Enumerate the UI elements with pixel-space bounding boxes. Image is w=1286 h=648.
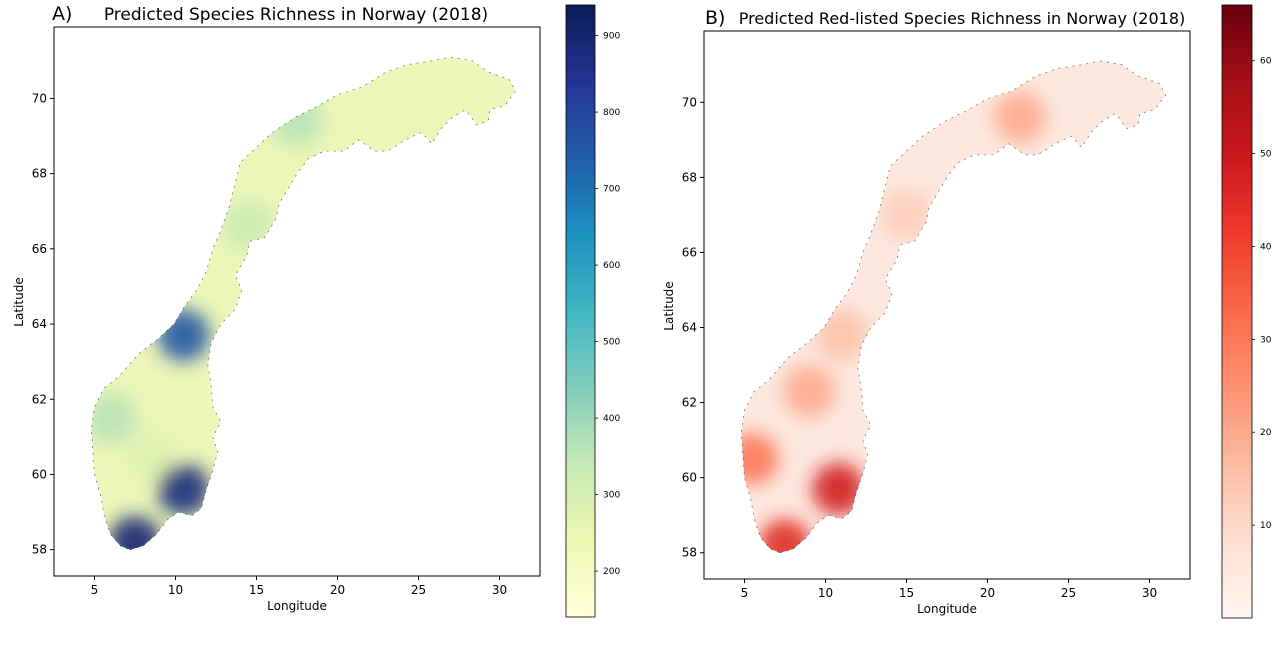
y-tick-label: 58 [32,543,47,557]
colorbar-tick-label: 900 [603,32,620,42]
region-oslofjord [812,462,865,515]
y-tick-label: 70 [682,95,697,109]
colorbar-tick-label: 10 [1260,521,1272,531]
colorbar-tick-label: 60 [1260,57,1272,67]
x-tick-label: 10 [818,586,833,600]
panel-label: A) [52,3,72,25]
norway-landmass [91,57,516,550]
panel-label: B) [705,7,725,29]
x-axis-label: Longitude [917,602,977,616]
y-tick-label: 58 [682,546,697,560]
colorbar-tick-label: 700 [603,185,620,195]
x-tick-label: 20 [980,586,995,600]
y-axis-label: Latitude [662,281,676,330]
y-tick-label: 64 [682,321,697,335]
x-tick-label: 25 [411,583,426,597]
y-axis-label: Latitude [12,277,26,326]
richness-field [741,91,1046,553]
y-tick-label: 60 [32,467,47,481]
region-oslofjord [157,463,210,516]
colorbar-ticks: 200 300 400 500 600 700 800 900 [595,32,620,577]
x-tick-label: 5 [91,583,99,597]
chart-title: Predicted Species Richness in Norway (20… [104,5,488,25]
panel-b: B) Predicted Red-listed Species Richness… [662,4,1272,619]
colorbar [1221,4,1253,619]
x-tick-label: 15 [249,583,264,597]
y-tick-label: 62 [32,392,47,406]
colorbar-tick-label: 500 [603,338,620,348]
coastline [90,56,517,551]
region-trondheim-region [815,309,868,362]
colorbar-tick-label: 600 [603,261,620,271]
x-tick-label: 5 [741,586,749,600]
region-troms-finnmark [993,91,1046,144]
region-western-coast [741,432,779,485]
coastline [740,60,1167,554]
map-heatmap [740,60,1167,554]
y-axis: 58 60 62 64 66 68 70 [682,95,704,560]
colorbar-tick-label: 200 [603,567,620,577]
y-tick-label: 64 [32,317,47,331]
x-axis: 5 10 15 20 25 30 [741,579,1157,600]
y-tick-label: 68 [32,167,47,181]
y-tick-label: 66 [682,245,697,259]
x-tick-label: 30 [492,583,507,597]
colorbar-tick-label: 50 [1260,150,1272,160]
colorbar-tick-label: 400 [603,414,620,424]
x-tick-label: 25 [1061,586,1076,600]
y-tick-label: 62 [682,396,697,410]
region-south-coast [109,516,161,550]
region-south-coast [759,519,811,553]
region-nordland [880,188,933,241]
norway-landmass [741,61,1166,553]
x-axis-label: Longitude [267,599,327,613]
colorbar-tick-label: 30 [1260,335,1272,345]
x-axis: 5 10 15 20 25 30 [91,576,507,597]
x-tick-label: 30 [1142,586,1157,600]
x-tick-label: 20 [330,583,345,597]
y-tick-label: 66 [32,242,47,256]
y-tick-label: 68 [682,170,697,184]
x-tick-label: 15 [899,586,914,600]
y-axis: 58 60 62 64 66 68 70 [32,91,54,557]
y-tick-label: 70 [32,91,47,105]
colorbar [565,4,596,618]
chart-title: Predicted Red-listed Species Richness in… [739,9,1186,28]
region-western-fjords [91,392,137,445]
colorbar-tick-label: 40 [1260,242,1272,252]
colorbar-tick-label: 800 [603,108,620,118]
region-finnmark-plateau [392,87,445,140]
panel-a: A) Predicted Species Richness in Norway … [12,3,620,618]
colorbar-tick-label: 20 [1260,428,1272,438]
colorbar-ticks: 10 20 30 40 50 60 [1252,57,1272,531]
y-tick-label: 60 [682,471,697,485]
region-southern-highlands [125,429,178,482]
region-central-highlands [783,365,836,418]
x-tick-label: 10 [168,583,183,597]
colorbar-tick-label: 300 [603,491,620,501]
